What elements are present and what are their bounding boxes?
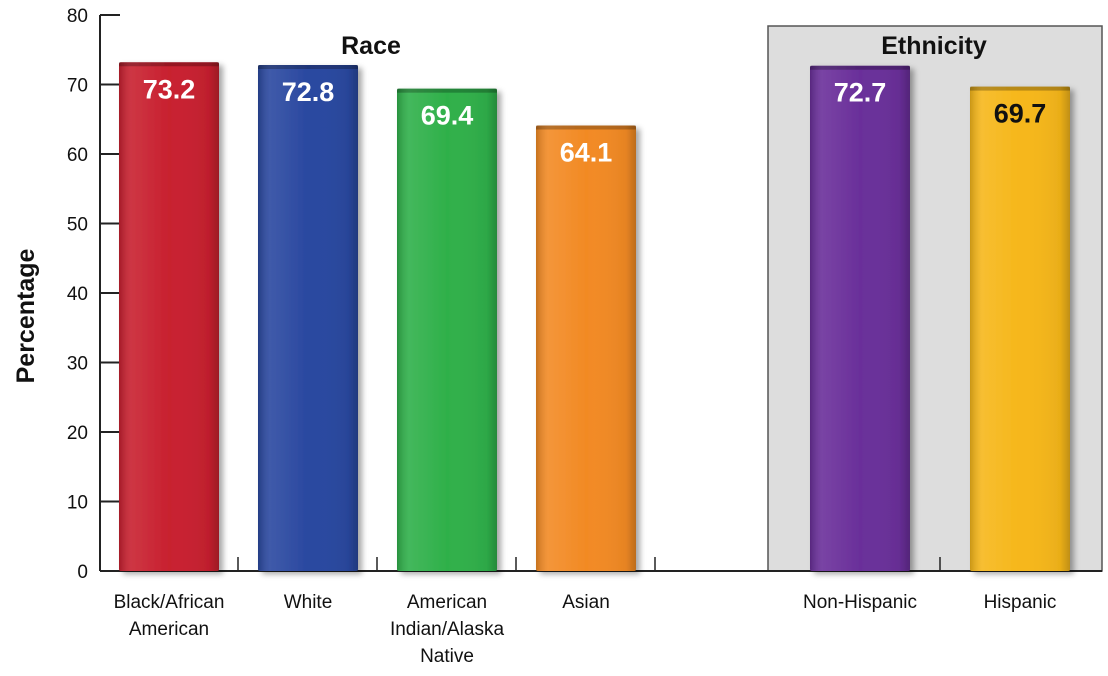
category-label: White [284,592,333,613]
y-tick-label: 80 [67,6,88,27]
y-tick-label: 30 [67,354,88,375]
bar-top-edge [119,62,219,67]
category-label-line: Native [420,646,474,667]
category-label-line: American [129,619,209,640]
y-tick-label: 0 [77,562,88,583]
category-label-line: Asian [562,592,610,613]
y-tick-label: 40 [67,284,88,305]
category-label-line: American [407,592,487,613]
category-label-line: Hispanic [984,592,1057,613]
y-axis-title: Percentage [12,249,40,384]
bar-gloss [258,65,358,571]
bar-gloss [536,125,636,571]
bar [258,65,358,571]
y-tick-label: 50 [67,215,88,236]
data-label: 69.4 [421,101,474,131]
bar [970,86,1070,572]
bar-gloss [970,86,1070,572]
bar-gloss [810,65,910,572]
bar [810,65,910,572]
bar-top-edge [810,65,910,70]
y-tick-label: 60 [67,145,88,166]
category-label: Non-Hispanic [803,592,917,613]
y-tick-label: 10 [67,493,88,514]
data-label: 72.7 [834,78,887,108]
category-label: Hispanic [984,592,1057,613]
data-label: 73.2 [143,74,196,104]
category-label: Black/African American [114,592,225,640]
y-tick-label: 20 [67,423,88,444]
category-label-line: Black/African [114,592,225,613]
bar [119,62,219,571]
data-label: 64.1 [560,138,613,168]
bar [536,125,636,571]
category-label-line: Non-Hispanic [803,592,917,613]
category-label-line: Indian/Alaska [390,619,505,640]
bar-top-edge [258,65,358,70]
bar-top-edge [397,88,497,93]
bar [397,88,497,572]
bar-top-edge [970,86,1070,91]
category-label-line: White [284,592,333,613]
category-label: American Indian/Alaska Native [390,592,505,667]
group-title: Race [341,32,401,60]
group-title: Ethnicity [881,32,987,60]
data-label: 72.8 [282,77,335,107]
bar-top-edge [536,125,636,130]
bar-gloss [119,62,219,571]
data-label: 69.7 [994,99,1047,129]
category-label: Asian [562,592,610,613]
bar-gloss [397,88,497,572]
y-tick-label: 70 [67,76,88,97]
